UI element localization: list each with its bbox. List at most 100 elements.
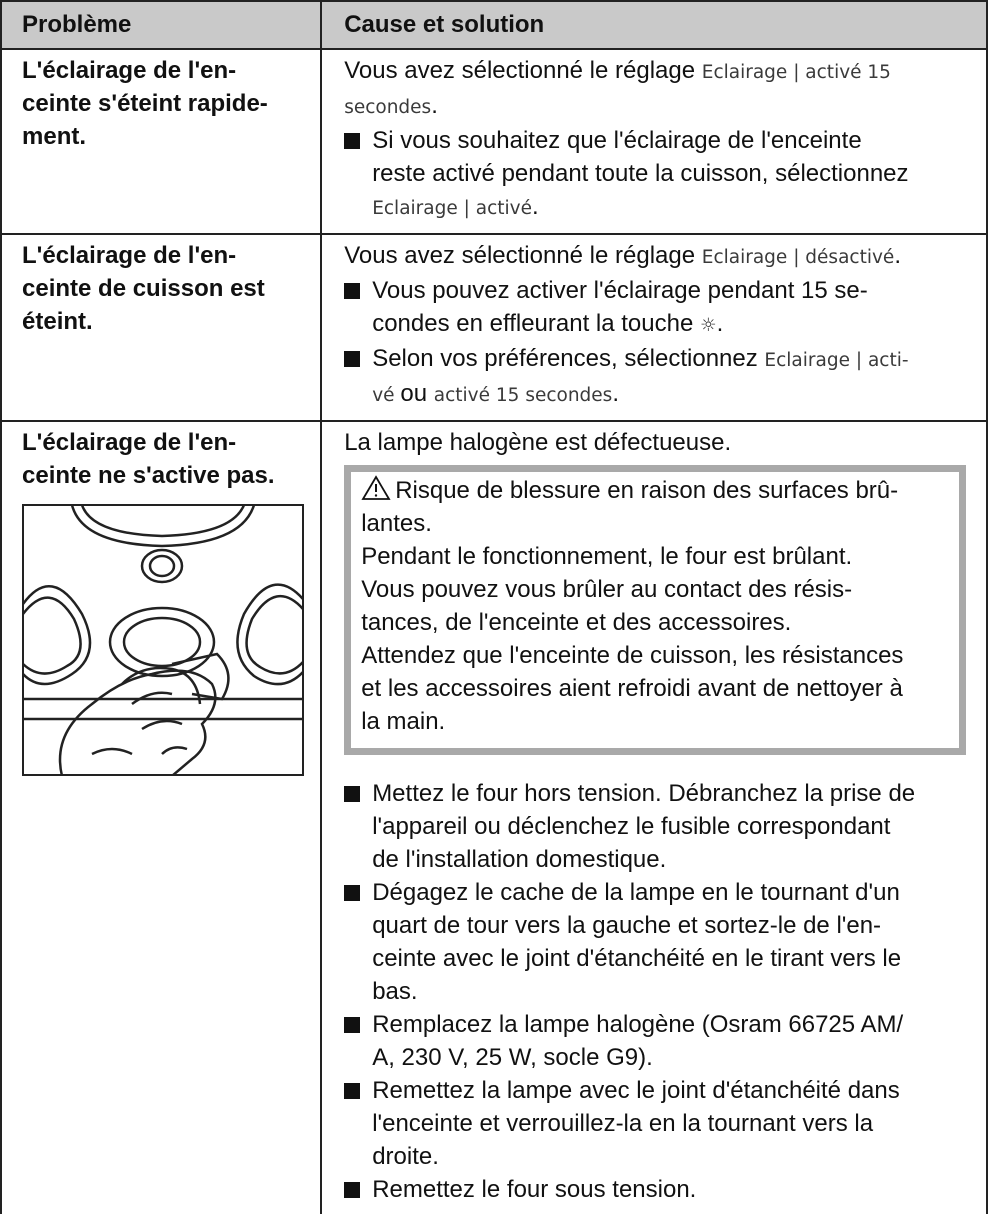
problem-cell: L'éclairage de l'en-ceinte s'éteint rapi… — [0, 50, 323, 233]
text-run: Vous avez sélectionné le réglage — [344, 242, 702, 269]
bullet-square — [344, 876, 372, 1008]
bullet-text: Si vous souhaitez que l'éclairage de l'e… — [372, 124, 908, 225]
bullet-text: Remplacez la lampe halogène (Osram 66725… — [372, 1008, 903, 1074]
bullet-item: Remettez le four sous tension. — [344, 1173, 966, 1206]
bullet-item: Mettez le four hors tension. Débranchez … — [344, 777, 966, 876]
text-line: Eclairage | activé. — [372, 190, 908, 225]
text-line: l'appareil ou déclenchez le fusible corr… — [372, 813, 891, 840]
square — [344, 1083, 361, 1099]
text-run: . — [431, 92, 438, 119]
text-line: ceinte ne s'active pas. — [22, 462, 275, 489]
text-line: la main. — [361, 708, 446, 735]
bullet-item: Remettez la lampe avec le joint d'étanch… — [344, 1074, 966, 1173]
bullet-square — [344, 124, 372, 225]
text-line: La lampe halogène est défectueuse. — [344, 429, 732, 456]
text-line: bas. — [372, 978, 418, 1005]
bullet-square — [344, 1074, 372, 1173]
display-text: Eclairage | activé 15 — [701, 62, 891, 83]
display-text: Eclairage | activé — [372, 198, 532, 219]
table-row: L'éclairage de l'en-ceinte de cuisson es… — [0, 233, 988, 420]
text-line: Dégagez le cache de la lampe en le tourn… — [372, 879, 900, 906]
warning-box: Risque de blessure en raison des surface… — [344, 465, 966, 755]
text-run: . — [894, 242, 901, 269]
bullet-item: Vous pouvez activer l'éclairage pendant … — [344, 274, 966, 342]
text-line: vé ou activé 15 secondes. — [372, 377, 908, 412]
bullet-text: Selon vos préférences, sélectionnez Ecla… — [372, 342, 908, 412]
lamp-illustration — [22, 504, 304, 776]
text-line: ment. — [22, 123, 87, 150]
bullet-item: Dégagez le cache de la lampe en le tourn… — [344, 876, 966, 1008]
text-run: ou — [400, 380, 434, 407]
text-line: tances, de l'enceinte et des accessoires… — [361, 609, 792, 636]
text-line: secondes. — [344, 89, 966, 124]
text-line: Remplacez la lampe halogène (Osram 66725… — [372, 1011, 904, 1038]
text-line: Selon vos préférences, sélectionnez Ecla… — [372, 342, 908, 377]
bullet-text: Remettez la lampe avec le joint d'étanch… — [372, 1074, 900, 1173]
square — [344, 133, 361, 149]
square — [344, 351, 361, 367]
text-line: ceinte de cuisson est — [22, 275, 265, 302]
display-text: ☼ — [699, 315, 717, 336]
bullet-item: Si vous souhaitez que l'éclairage de l'e… — [344, 124, 966, 225]
display-text: vé — [372, 385, 401, 406]
text-line: condes en effleurant la touche ☼. — [372, 307, 868, 342]
text-line: Remettez le four sous tension. — [372, 1176, 697, 1203]
text-run: Vous avez sélectionné le réglage — [344, 57, 702, 84]
display-text: activé 15 secondes — [433, 385, 613, 406]
text-line: L'éclairage de l'en- — [22, 429, 237, 456]
table-row: L'éclairage de l'en-ceinte s'éteint rapi… — [0, 48, 988, 233]
text-line: Remettez la lampe avec le joint d'étanch… — [372, 1077, 900, 1104]
bullet-square — [344, 342, 372, 412]
problem-cell: L'éclairage de l'en-ceinte de cuisson es… — [0, 235, 323, 420]
header-cell: Problème — [0, 2, 323, 48]
bullet-square — [344, 1008, 372, 1074]
display-text: secondes — [344, 97, 432, 118]
text-line: et les accessoires aient refroidi avant … — [361, 675, 903, 702]
problem-cell: L'éclairage de l'en-ceinte ne s'active p… — [0, 422, 323, 1214]
text-line: l'enceinte et verrouillez-la en la tourn… — [372, 1110, 874, 1137]
text-line: L'éclairage de l'en- — [22, 242, 237, 269]
bullet-square — [344, 1173, 372, 1206]
display-text: Eclairage | désactivé — [701, 247, 895, 268]
bullet-item: Remplacez la lampe halogène (Osram 66725… — [344, 1008, 966, 1074]
header-cell: Cause et solution — [322, 2, 988, 48]
display-text: Eclairage | acti- — [764, 350, 909, 371]
bullet-square — [344, 274, 372, 342]
solution-cell: Vous avez sélectionné le réglage Eclaira… — [322, 235, 988, 420]
text-line: Si vous souhaitez que l'éclairage de l'e… — [372, 127, 862, 154]
text-line: Mettez le four hors tension. Débranchez … — [372, 780, 916, 807]
text-line: Vous pouvez activer l'éclairage pendant … — [372, 277, 868, 304]
header-row: Problème Cause et solution — [0, 0, 988, 48]
text-line: ceinte s'éteint rapide- — [22, 90, 268, 117]
text-line: Vous avez sélectionné le réglage Eclaira… — [344, 239, 966, 274]
text-line: A, 230 V, 25 W, socle G9). — [372, 1044, 653, 1071]
text-line: quart de tour vers la gauche et sortez-l… — [372, 912, 882, 939]
text-line: Risque de blessure en raison des surface… — [361, 474, 949, 507]
text-line: de l'installation domestique. — [372, 846, 667, 873]
square — [344, 786, 361, 802]
square — [344, 1182, 361, 1198]
square — [344, 885, 361, 901]
text-run: . — [531, 193, 539, 220]
text-line: éteint. — [22, 308, 93, 335]
text-run: . — [716, 310, 724, 337]
table-row: L'éclairage de l'en-ceinte ne s'active p… — [0, 420, 988, 1214]
text-line: L'éclairage de l'en- — [22, 57, 237, 84]
solution-cell: La lampe halogène est défectueuse. Risque… — [322, 422, 988, 1214]
square — [344, 1017, 361, 1033]
text-line: Attendez que l'enceinte de cuisson, les … — [361, 642, 904, 669]
text-line: Pendant le fonctionnement, le four est b… — [361, 543, 853, 570]
text-run: . — [612, 380, 619, 407]
text-run: condes en effleurant la touche — [372, 310, 700, 337]
square — [344, 283, 361, 299]
text-line: droite. — [372, 1143, 439, 1170]
warning-icon — [361, 475, 391, 500]
text-line: reste activé pendant toute la cuisson, s… — [372, 160, 909, 187]
bullet-text: Mettez le four hors tension. Débranchez … — [372, 777, 915, 876]
text-run: Selon vos préférences, sélectionnez — [372, 345, 765, 372]
solution-cell: Vous avez sélectionné le réglage Eclaira… — [322, 50, 988, 233]
bullet-text: Dégagez le cache de la lampe en le tourn… — [372, 876, 901, 1008]
bullet-square — [344, 777, 372, 876]
text-line: ceinte avec le joint d'étanchéité en le … — [372, 945, 902, 972]
